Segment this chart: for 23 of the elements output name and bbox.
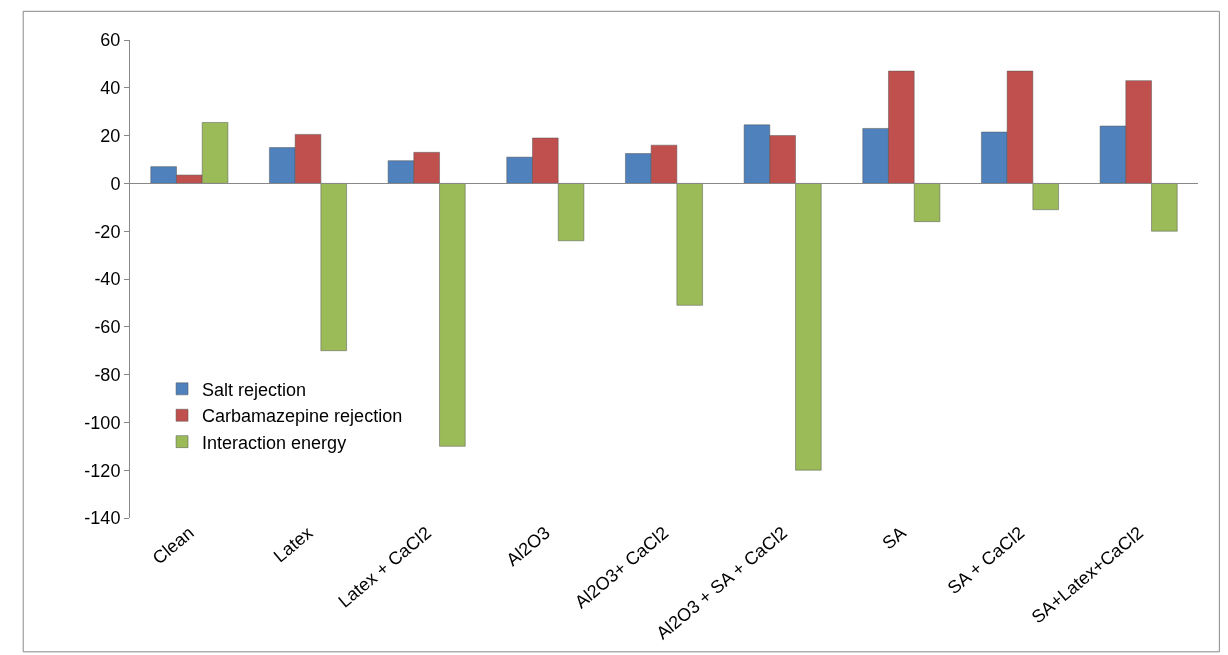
y-tick-label: -60	[94, 317, 121, 338]
y-tick-label: -40	[94, 269, 121, 290]
bar	[320, 183, 347, 351]
y-tick-label: -140	[84, 508, 121, 529]
bar	[439, 183, 466, 447]
bar	[557, 183, 585, 242]
bar	[795, 183, 822, 471]
legend-label: Carbamazepine rejection	[202, 406, 403, 427]
x-tick-label: SA	[878, 522, 910, 554]
y-tick-label: 0	[110, 173, 121, 194]
y-tick-label: 60	[100, 30, 121, 51]
bar	[1032, 183, 1059, 210]
bar	[1151, 183, 1178, 232]
y-tick-label: -80	[94, 364, 121, 385]
legend-label: Interaction energy	[202, 432, 347, 453]
y-tick-label: 20	[100, 125, 121, 146]
y-tick-label: -100	[84, 412, 121, 433]
bar	[913, 183, 941, 222]
legend-label: Salt rejection	[202, 379, 307, 400]
y-tick-label: 40	[100, 78, 121, 99]
y-tick-label: -20	[94, 221, 121, 242]
bar	[676, 183, 703, 306]
y-tick-label: -120	[84, 460, 121, 481]
